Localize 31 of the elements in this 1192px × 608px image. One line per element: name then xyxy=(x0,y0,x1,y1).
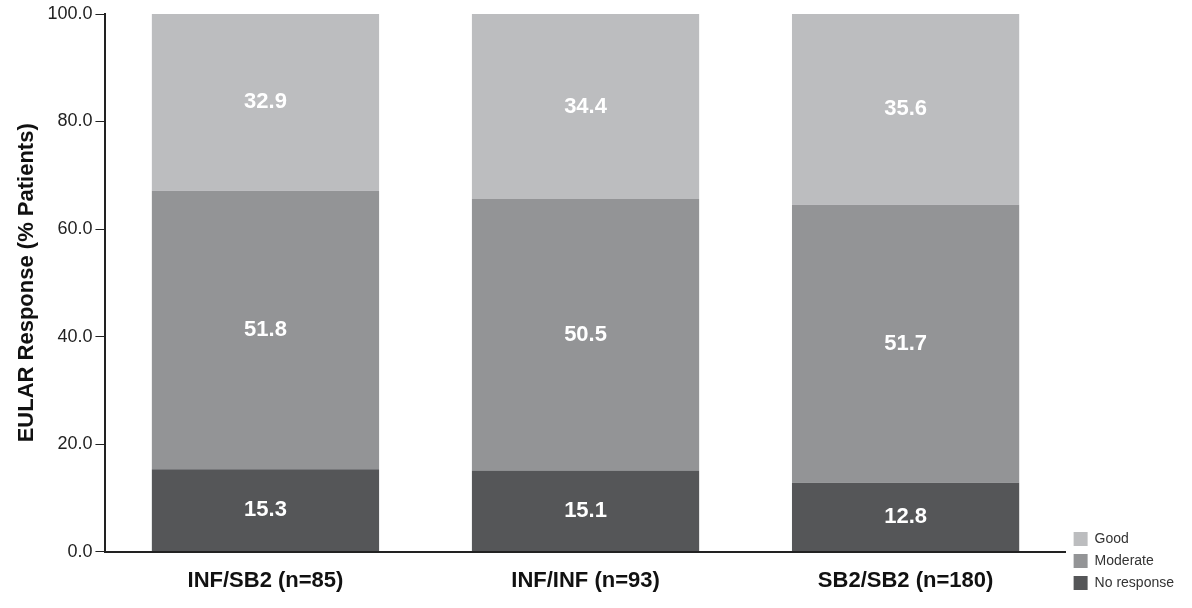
data-label: 35.6 xyxy=(884,95,928,121)
bar xyxy=(471,14,700,199)
bar xyxy=(151,14,380,191)
bar xyxy=(151,469,380,552)
bar xyxy=(791,482,1020,552)
data-label: 12.8 xyxy=(884,503,928,529)
y-tick-label: 20.0 xyxy=(57,433,93,454)
x-tick-label: INF/SB2 (n=85) xyxy=(187,566,344,592)
data-label: 50.5 xyxy=(564,320,607,346)
x-tick-label: INF/INF (n=93) xyxy=(511,566,660,592)
data-label: 32.9 xyxy=(244,88,287,114)
bar xyxy=(151,190,380,470)
data-label: 15.3 xyxy=(244,496,287,522)
x-tick-label: SB2/SB2 (n=180) xyxy=(817,566,994,592)
y-tick-label: 80.0 xyxy=(57,110,93,131)
data-label: 15.1 xyxy=(564,496,607,522)
bar xyxy=(791,204,1020,483)
bar xyxy=(471,198,700,471)
legend-label: Good xyxy=(1094,529,1129,546)
y-tick-label: 60.0 xyxy=(57,218,93,239)
data-label: 51.8 xyxy=(244,316,287,342)
y-tick-label: 0.0 xyxy=(67,540,93,561)
bar xyxy=(791,14,1020,205)
data-label: 51.7 xyxy=(884,329,928,355)
y-axis-title: EULAR Response (% Patients) xyxy=(13,123,39,443)
legend-label: Moderate xyxy=(1094,551,1154,568)
legend-label: No response xyxy=(1094,573,1175,590)
y-tick-label: 40.0 xyxy=(57,325,93,346)
bar xyxy=(471,470,700,552)
data-label: 34.4 xyxy=(564,92,608,118)
y-tick-label: 100.0 xyxy=(47,2,93,23)
